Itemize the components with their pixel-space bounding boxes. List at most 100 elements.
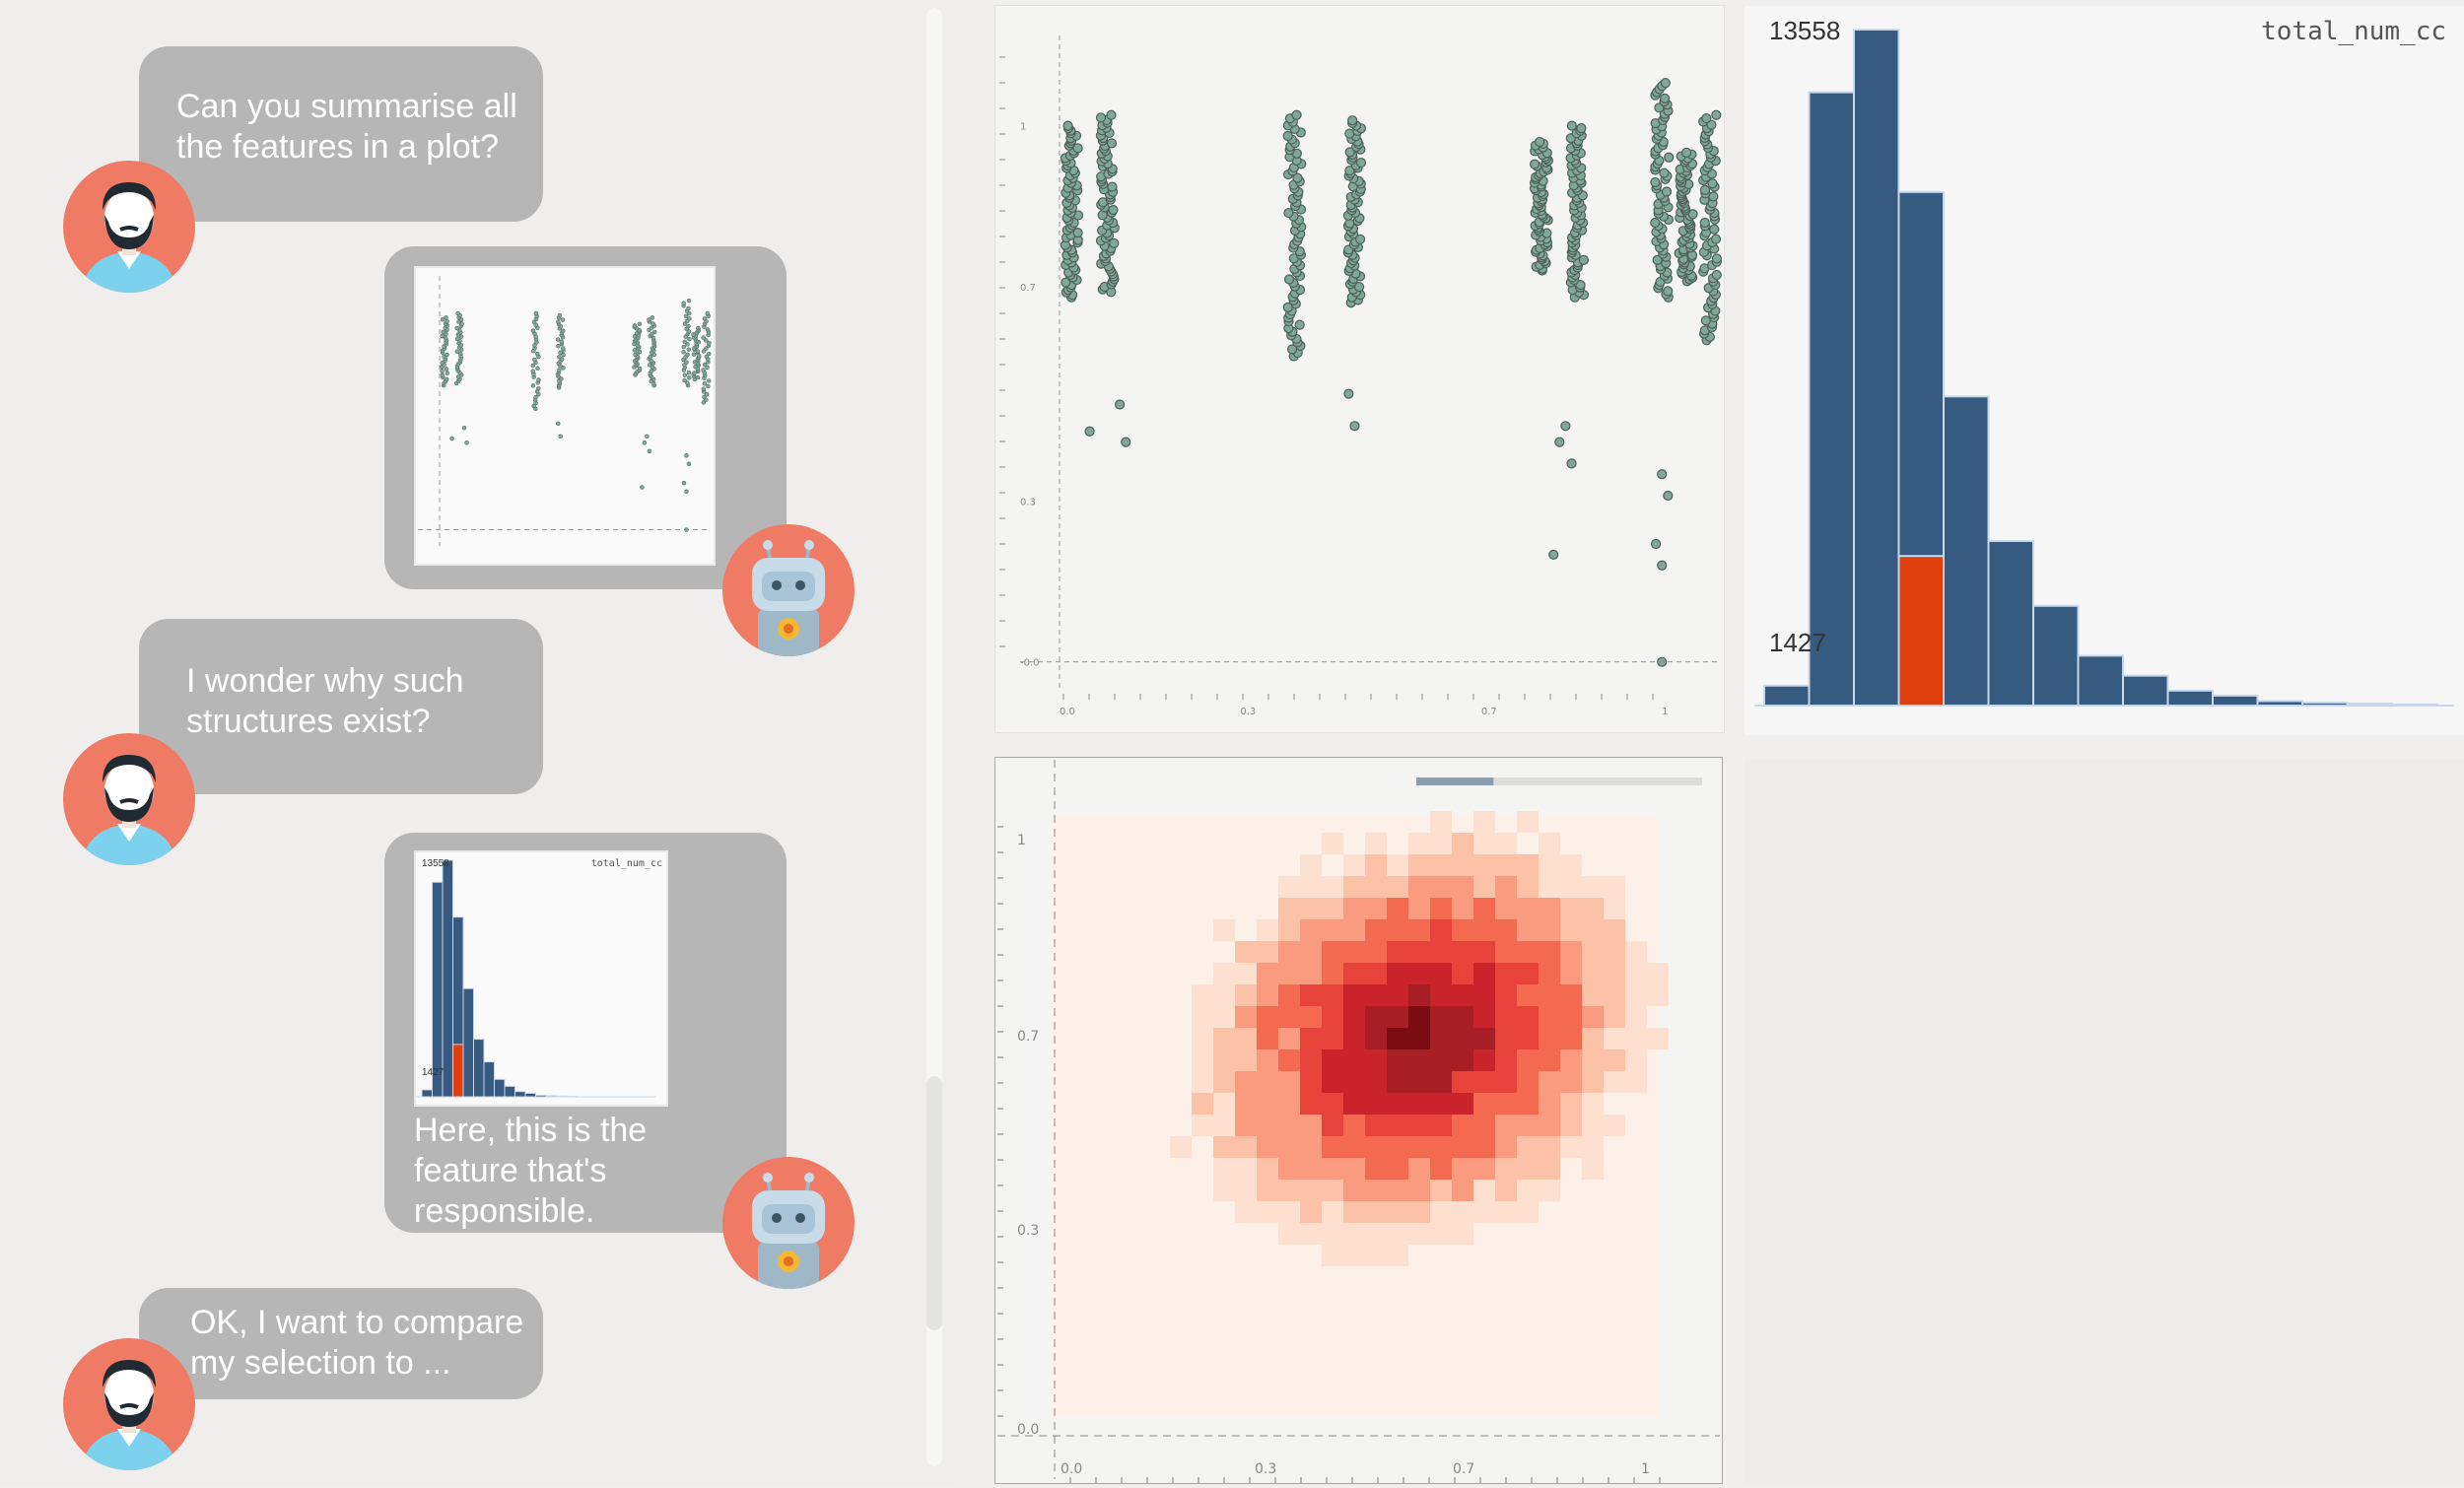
heatmap-cell (1322, 1115, 1343, 1136)
scatter-point (1109, 206, 1118, 215)
heatmap-cell (1539, 833, 1560, 854)
heatmap-cell (1278, 941, 1300, 963)
heatmap-cell (1365, 1136, 1387, 1158)
heatmap-cell (1213, 1093, 1235, 1115)
heatmap-cell (1473, 1115, 1495, 1136)
heatmap-cell (1430, 1223, 1452, 1245)
heatmap-cell (1322, 898, 1343, 919)
heatmap-cell (1278, 963, 1300, 984)
heatmap-cell (1235, 1049, 1257, 1071)
heatmap-cell (1343, 1201, 1365, 1223)
scatter-point (686, 353, 690, 357)
y-tick-label: 0.3 (1020, 497, 1036, 507)
heatmap-cell (1257, 1201, 1278, 1223)
heatmap-cell (1430, 963, 1452, 984)
scatter-point (1063, 121, 1072, 130)
heatmap-cell (1322, 963, 1343, 984)
heatmap-cell (1430, 1028, 1452, 1049)
scatter-point (696, 326, 700, 330)
heatmap-cell (1473, 876, 1495, 898)
scatter-thumbnail[interactable] (414, 266, 716, 566)
heatmap-cell (1213, 1049, 1235, 1071)
heatmap-cell (1560, 854, 1582, 876)
heatmap-progress-fill (1416, 778, 1493, 785)
chat-scrollbar-thumb[interactable] (926, 1076, 942, 1330)
scatter-point (1107, 139, 1116, 148)
scatter-point (1292, 110, 1301, 119)
hist-bar (1810, 93, 1855, 706)
heatmap-cell (1539, 1028, 1560, 1049)
heatmap-cell (1430, 1071, 1452, 1093)
heatmap-cell (1322, 1201, 1343, 1223)
scatter-point (682, 350, 686, 354)
heatmap-cell (1365, 1006, 1387, 1028)
heatmap-cell (1560, 898, 1582, 919)
heatmap-cell (1300, 876, 1322, 898)
scatter-point (687, 299, 691, 303)
heatmap-cell (1343, 854, 1365, 876)
heatmap-cell (1322, 1180, 1343, 1201)
scatter-point (445, 377, 448, 381)
y-tick-label: 0.7 (1017, 1029, 1039, 1045)
scatter-point (1108, 182, 1117, 191)
heatmap-cell (1473, 1136, 1495, 1158)
heatmap-cell (1257, 1115, 1278, 1136)
heatmap-cell (1408, 919, 1430, 941)
heatmap-cell (1517, 1201, 1539, 1223)
heatmap-cell (1452, 963, 1473, 984)
heatmap-cell (1539, 1006, 1560, 1028)
heatmap-cell (1495, 1180, 1517, 1201)
hist-bar (463, 988, 474, 1097)
heatmap-cell (1582, 984, 1604, 1006)
heatmap-cell (1343, 984, 1365, 1006)
heatmap-cell (1235, 1158, 1257, 1180)
scatter-point (1651, 178, 1660, 187)
heatmap-cell (1452, 984, 1473, 1006)
hist-highlight-bar (1899, 556, 1945, 706)
heatmap-cell (1452, 1093, 1473, 1115)
message-line: feature that's (414, 1151, 647, 1191)
scatter-point (558, 313, 562, 317)
scatter-point (465, 440, 469, 444)
heatmap-cell (1517, 1136, 1539, 1158)
avatar-mustache (120, 228, 138, 230)
scatter-point (535, 367, 539, 371)
heatmap-cell (1495, 833, 1517, 854)
scatter-point (1085, 427, 1094, 436)
heatmap-cell (1539, 854, 1560, 876)
heatmap-cell (1582, 1006, 1604, 1028)
heatmap-cell (1560, 1136, 1582, 1158)
hist-bar (2392, 705, 2437, 706)
heatmap-cell (1495, 1049, 1517, 1071)
heatmap-cell (1582, 1071, 1604, 1093)
robot-visor (762, 572, 815, 601)
hist-bar (422, 1090, 433, 1097)
scatter-point (444, 336, 447, 340)
hist-bar (495, 1079, 506, 1097)
scatter-point (706, 311, 710, 315)
scatter-point (1577, 124, 1586, 133)
bearded-man-avatar-icon (63, 161, 195, 293)
heatmap-cell (1582, 1136, 1604, 1158)
heatmap-cell (1365, 854, 1387, 876)
heatmap-cell (1343, 963, 1365, 984)
scatter-point (687, 462, 691, 466)
heatmap-cell (1322, 876, 1343, 898)
heatmap-cell (1365, 984, 1387, 1006)
heatmap-cell (1625, 984, 1647, 1006)
scatter-point (682, 302, 686, 305)
scatter-point (537, 377, 541, 381)
heatmap-cell (1582, 941, 1604, 963)
heatmap-cell (1604, 1028, 1625, 1049)
heatmap-cell (1387, 984, 1408, 1006)
heatmap-cell (1517, 1049, 1539, 1071)
heatmap-cell (1604, 984, 1625, 1006)
heatmap-cell (1300, 1028, 1322, 1049)
heatmap-cell (1387, 1093, 1408, 1115)
scatter-point (531, 329, 535, 333)
